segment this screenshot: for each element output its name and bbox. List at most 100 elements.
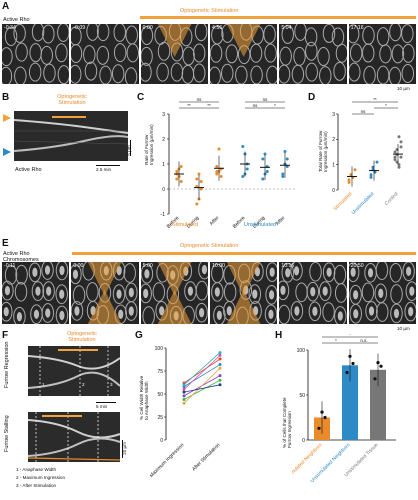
cell-outline <box>221 63 234 83</box>
nucleus <box>116 289 122 299</box>
panel-g-ylabel: % Cell Width Relative to Anaphase Width <box>139 376 149 420</box>
panel-e-frame: 10:00 <box>210 262 278 324</box>
nucleus <box>252 289 258 299</box>
c-ytick-label: 2 <box>162 137 165 143</box>
c-point <box>195 177 199 181</box>
cell-outline <box>112 64 125 84</box>
g-series-line <box>183 355 221 390</box>
c-point <box>199 187 203 191</box>
panel-a-frame: -0:09 <box>71 24 139 84</box>
kymograph-b-image <box>14 111 128 161</box>
c-sig-label: * <box>274 103 276 108</box>
cell-outline <box>14 281 28 302</box>
cell-outline <box>197 262 208 280</box>
kymograph-f2-image <box>28 412 120 462</box>
g-point <box>182 394 186 398</box>
panel-e-scale-label: 10 µm <box>397 326 410 331</box>
stim-region-bottom <box>88 289 122 324</box>
nucleus <box>338 311 344 321</box>
nucleus <box>350 267 356 277</box>
h-point <box>351 361 355 366</box>
cell-outline <box>57 24 70 42</box>
d-point <box>393 155 397 159</box>
cell-outline <box>140 25 153 45</box>
nucleus <box>216 310 222 321</box>
g-point <box>182 401 186 405</box>
g-point <box>218 366 222 370</box>
nucleus <box>59 310 65 321</box>
panel-f-scale-d <box>122 440 123 458</box>
panel-f-legend-1: 1 - Anaphase Width <box>16 467 57 472</box>
panel-b-scale-v-label: 5 µm <box>126 145 132 156</box>
panel-a-timestamp: 0:00 <box>142 25 153 31</box>
nucleus <box>269 267 275 277</box>
cell-outline <box>322 302 336 322</box>
panel-e-stim-label: Optogenetic Stimulation <box>180 243 239 249</box>
d-point <box>347 180 351 184</box>
c-point <box>215 170 219 173</box>
c-point <box>281 175 285 178</box>
cell-outline <box>388 66 401 84</box>
panel-e-frame-image <box>71 262 139 324</box>
c-point <box>197 172 201 176</box>
cell-outline <box>290 301 304 321</box>
panel-a-timestamp: 5:04 <box>281 25 292 31</box>
d-point <box>369 173 373 177</box>
nucleus <box>294 306 300 316</box>
panel-e-frame-image <box>2 262 70 324</box>
cell-outline <box>388 24 402 42</box>
panel-a-stim-label: Optogenetic Stimulation <box>180 8 239 14</box>
d-ytick-label: 3 <box>332 112 335 118</box>
cell-outline <box>336 43 347 63</box>
panel-a-frame: 17:16 <box>348 24 416 84</box>
cell-outline <box>279 304 291 324</box>
nucleus <box>74 306 80 316</box>
cell-outline <box>250 65 263 84</box>
c-sig-label: ** <box>187 103 191 108</box>
h-point <box>373 377 377 381</box>
cell-outline <box>71 264 83 285</box>
cell-outline <box>361 282 374 303</box>
d-sig-label: * <box>385 103 387 108</box>
d-ytick-label: 1 <box>332 162 335 168</box>
cell-outline <box>55 305 69 324</box>
cell-outline <box>2 301 13 322</box>
stim-region-top <box>157 24 192 57</box>
h-point <box>345 370 349 375</box>
cell-outline <box>192 63 206 83</box>
cell-outline <box>157 41 170 61</box>
nucleus <box>32 267 38 278</box>
panel-e-frame: 5:00 <box>140 262 208 324</box>
cell-outline <box>265 284 278 305</box>
cell-outline <box>266 65 278 84</box>
c-point <box>285 157 289 161</box>
stim-region-bottom <box>157 289 192 324</box>
d-point <box>397 165 401 169</box>
h-bar <box>342 365 358 440</box>
g-series-line <box>183 384 221 393</box>
panel-a-timestamp: 4:56 <box>212 25 223 31</box>
nucleus <box>312 306 318 316</box>
cell-outline <box>40 45 53 65</box>
nucleus <box>59 265 65 276</box>
c-point <box>215 172 219 176</box>
panel-label-a: A <box>2 1 10 12</box>
panel-a-timestamp: 17:16 <box>350 25 364 31</box>
nucleus <box>326 267 333 277</box>
g-xtick-label: Maximum Ingression <box>150 442 186 479</box>
d-xtick-label: Control <box>384 191 400 207</box>
nucleus <box>377 288 383 299</box>
d-point <box>353 168 357 172</box>
d-point <box>393 158 397 162</box>
d-point <box>397 135 401 139</box>
nucleus <box>187 286 193 296</box>
cell-outline <box>83 45 96 65</box>
cell-outline <box>195 280 208 301</box>
h-ytick-label: 50 <box>299 393 305 399</box>
h-point <box>317 426 321 430</box>
cell-outline <box>333 61 347 81</box>
cell-outline <box>71 43 83 63</box>
panel-f-stim-label: Optogenetic Stimulation <box>52 331 112 343</box>
panel-label-d: D <box>308 92 316 103</box>
g-point <box>182 387 186 391</box>
